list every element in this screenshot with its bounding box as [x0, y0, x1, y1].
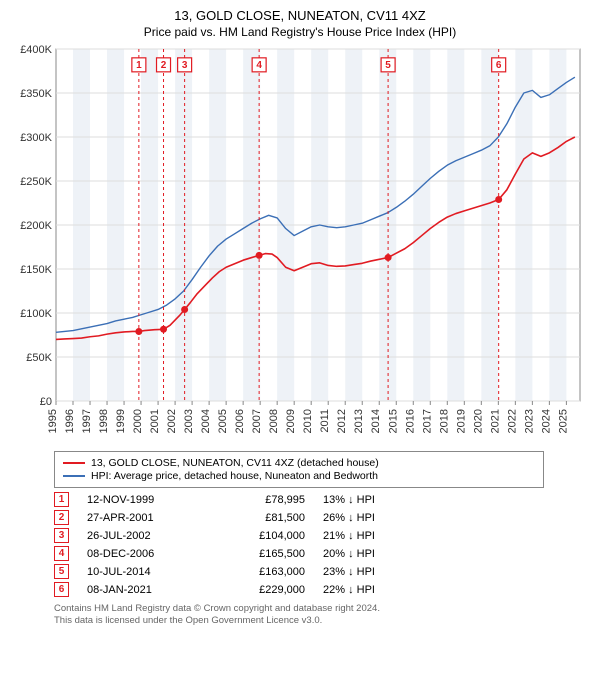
- transaction-pct-vs-hpi: 20% ↓ HPI: [323, 548, 433, 560]
- legend: 13, GOLD CLOSE, NUNEATON, CV11 4XZ (deta…: [54, 451, 544, 488]
- price-chart-svg: £0 £50K £100K £150K £200K £250K £300K £350K £400…: [12, 45, 588, 445]
- svg-text:3: 3: [182, 60, 188, 71]
- svg-text:2017: 2017: [421, 409, 433, 433]
- svg-text:2013: 2013: [353, 409, 365, 433]
- svg-text:2002: 2002: [166, 409, 178, 433]
- transaction-date: 27-APR-2001: [87, 512, 197, 524]
- svg-text:1998: 1998: [98, 409, 110, 433]
- transaction-row: 2 27-APR-2001 £81,500 26% ↓ HPI: [54, 510, 588, 525]
- svg-text:2020: 2020: [472, 409, 484, 433]
- svg-text:4: 4: [256, 60, 262, 71]
- legend-swatch: [63, 462, 85, 464]
- svg-text:2003: 2003: [183, 409, 195, 433]
- svg-text:2014: 2014: [370, 409, 382, 433]
- transaction-pct-vs-hpi: 21% ↓ HPI: [323, 530, 433, 542]
- transaction-row: 5 10-JUL-2014 £163,000 23% ↓ HPI: [54, 564, 588, 579]
- footer-line-2: This data is licensed under the Open Gov…: [54, 615, 588, 627]
- svg-text:2007: 2007: [251, 409, 263, 433]
- transaction-row: 1 12-NOV-1999 £78,995 13% ↓ HPI: [54, 492, 588, 507]
- svg-text:£350K: £350K: [20, 88, 52, 100]
- footer-attribution: Contains HM Land Registry data © Crown c…: [54, 603, 588, 628]
- svg-text:£100K: £100K: [20, 308, 52, 320]
- transaction-date: 08-DEC-2006: [87, 548, 197, 560]
- transaction-badge: 1: [54, 492, 69, 507]
- svg-text:2000: 2000: [132, 409, 144, 433]
- transaction-row: 4 08-DEC-2006 £165,500 20% ↓ HPI: [54, 546, 588, 561]
- svg-text:2001: 2001: [149, 409, 161, 433]
- svg-text:1999: 1999: [115, 409, 127, 433]
- transaction-price: £81,500: [215, 512, 305, 524]
- svg-text:£0: £0: [40, 396, 52, 408]
- svg-text:2011: 2011: [319, 409, 331, 433]
- svg-text:2022: 2022: [506, 409, 518, 433]
- transaction-date: 26-JUL-2002: [87, 530, 197, 542]
- legend-label: 13, GOLD CLOSE, NUNEATON, CV11 4XZ (deta…: [91, 457, 379, 469]
- chart-title: 13, GOLD CLOSE, NUNEATON, CV11 4XZ: [12, 8, 588, 23]
- transaction-badge: 4: [54, 546, 69, 561]
- svg-text:£50K: £50K: [26, 352, 52, 364]
- legend-label: HPI: Average price, detached house, Nune…: [91, 470, 378, 482]
- svg-text:2009: 2009: [285, 409, 297, 433]
- transaction-date: 10-JUL-2014: [87, 566, 197, 578]
- transaction-badge: 5: [54, 564, 69, 579]
- svg-text:£200K: £200K: [20, 220, 52, 232]
- svg-text:2004: 2004: [200, 409, 212, 433]
- svg-text:2012: 2012: [336, 409, 348, 433]
- transaction-row: 3 26-JUL-2002 £104,000 21% ↓ HPI: [54, 528, 588, 543]
- svg-text:2: 2: [161, 60, 167, 71]
- transaction-price: £78,995: [215, 494, 305, 506]
- transaction-date: 08-JAN-2021: [87, 584, 197, 596]
- transaction-badge: 6: [54, 582, 69, 597]
- svg-text:2025: 2025: [557, 409, 569, 433]
- legend-item: HPI: Average price, detached house, Nune…: [63, 470, 535, 482]
- chart-subtitle: Price paid vs. HM Land Registry's House …: [12, 25, 588, 39]
- svg-text:2010: 2010: [302, 409, 314, 433]
- transaction-date: 12-NOV-1999: [87, 494, 197, 506]
- svg-text:2015: 2015: [387, 409, 399, 433]
- svg-text:£250K: £250K: [20, 176, 52, 188]
- transaction-badge: 2: [54, 510, 69, 525]
- transaction-price: £229,000: [215, 584, 305, 596]
- transaction-price: £104,000: [215, 530, 305, 542]
- transaction-pct-vs-hpi: 26% ↓ HPI: [323, 512, 433, 524]
- transaction-pct-vs-hpi: 13% ↓ HPI: [323, 494, 433, 506]
- svg-text:1997: 1997: [81, 409, 93, 433]
- svg-text:2016: 2016: [404, 409, 416, 433]
- transaction-pct-vs-hpi: 22% ↓ HPI: [323, 584, 433, 596]
- transaction-badge: 3: [54, 528, 69, 543]
- svg-text:5: 5: [385, 60, 391, 71]
- transactions-table: 1 12-NOV-1999 £78,995 13% ↓ HPI 2 27-APR-2001…: [54, 492, 588, 597]
- svg-text:2008: 2008: [268, 409, 280, 433]
- legend-swatch: [63, 475, 85, 477]
- svg-text:2019: 2019: [455, 409, 467, 433]
- svg-text:2021: 2021: [489, 409, 501, 433]
- svg-text:2018: 2018: [438, 409, 450, 433]
- svg-text:1996: 1996: [64, 409, 76, 433]
- svg-text:2024: 2024: [540, 409, 552, 433]
- svg-text:2006: 2006: [234, 409, 246, 433]
- legend-item: 13, GOLD CLOSE, NUNEATON, CV11 4XZ (deta…: [63, 457, 535, 469]
- svg-text:2023: 2023: [523, 409, 535, 433]
- chart-area: £0 £50K £100K £150K £200K £250K £300K £350K £400…: [12, 45, 588, 445]
- transaction-pct-vs-hpi: 23% ↓ HPI: [323, 566, 433, 578]
- transaction-price: £165,500: [215, 548, 305, 560]
- svg-text:£300K: £300K: [20, 132, 52, 144]
- svg-text:£400K: £400K: [20, 45, 52, 56]
- svg-text:2005: 2005: [217, 409, 229, 433]
- footer-line-1: Contains HM Land Registry data © Crown c…: [54, 603, 588, 615]
- svg-text:1: 1: [136, 60, 142, 71]
- svg-text:1995: 1995: [47, 409, 59, 433]
- transaction-price: £163,000: [215, 566, 305, 578]
- svg-text:£150K: £150K: [20, 264, 52, 276]
- svg-text:6: 6: [496, 60, 502, 71]
- transaction-row: 6 08-JAN-2021 £229,000 22% ↓ HPI: [54, 582, 588, 597]
